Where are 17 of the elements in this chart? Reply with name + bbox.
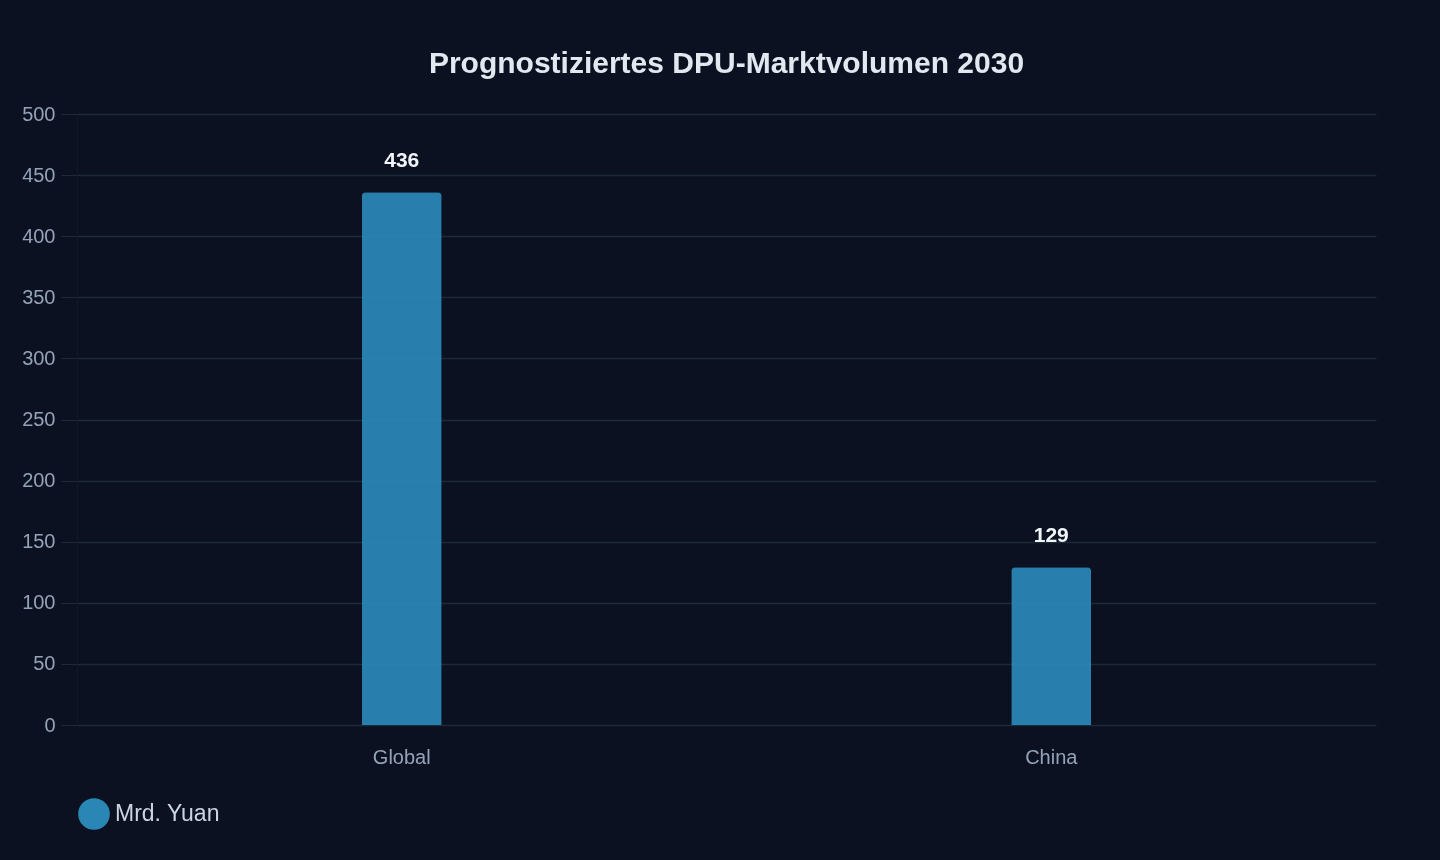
y-tick-label: 50: [33, 652, 56, 675]
y-tick-label: 400: [22, 224, 56, 247]
y-tick-label: 500: [22, 102, 56, 125]
y-tick-label: 0: [44, 713, 56, 736]
legend-label: Mrd. Yuan: [115, 800, 220, 826]
y-tick-label: 250: [22, 408, 56, 430]
y-tick-label: 200: [22, 469, 56, 492]
x-tick-label: Global: [372, 745, 431, 768]
y-tick-label: 450: [22, 163, 56, 186]
y-tick-label: 150: [22, 530, 56, 553]
y-tick-label: 100: [22, 591, 56, 614]
chart-title: Prognostiziertes DPU-Marktvolumen 2030: [428, 46, 1025, 79]
x-tick-label: China: [1025, 745, 1079, 768]
data-label: 129: [1033, 523, 1069, 547]
data-label: 436: [384, 148, 420, 172]
y-tick-label: 300: [22, 346, 56, 369]
y-tick-label: 350: [22, 285, 56, 308]
